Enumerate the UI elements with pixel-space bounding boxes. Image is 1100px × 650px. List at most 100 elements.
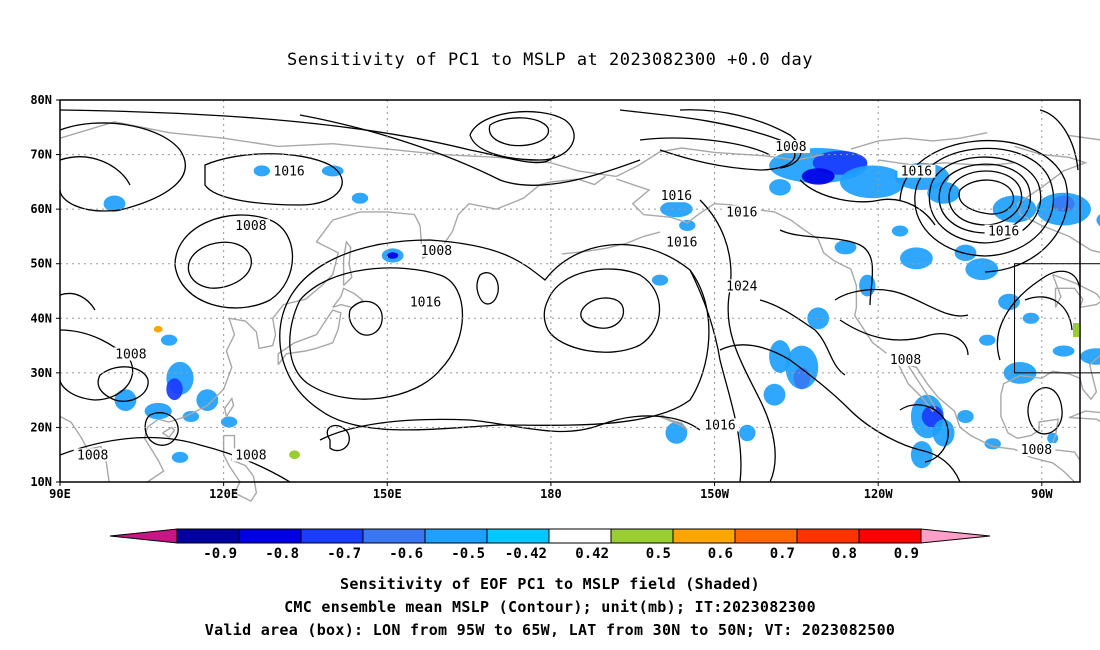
mslp-contour-line [204,153,343,206]
colorbar-swatch [176,528,240,544]
contour-label: 1008 [890,353,921,368]
mslp-contour-line [59,329,134,401]
sensitivity-patch [1022,312,1040,324]
lat-tick-label: 30N [30,366,52,380]
contour-label: 1008 [235,448,266,463]
colorbar-label: -0.5 [451,546,485,562]
mslp-contour-line [928,156,1042,244]
plot-frame [59,99,1081,483]
contour-label-bg [897,164,936,178]
sensitivity-patch [769,340,791,373]
mslp-contour-line [59,109,556,164]
mslp-contour-line [543,268,661,353]
footer-line-1: Sensitivity of EOF PC1 to MSLP field (Sh… [340,575,760,593]
colorbar-swatch [300,528,364,544]
contour-label-bg [701,418,739,432]
colorbar-label: 0.6 [708,546,733,562]
footer-line-3: Valid area (box): LON from 95W to 65W, L… [204,621,896,639]
lon-tick-label: 120W [864,487,894,501]
colorbar-label: 0.8 [832,546,857,562]
colorbar: -0.9 -0.8 -0.7 -0.6 -0.5 -0.42 0.42 0.5 0.6 0.7 0.… [109,528,991,562]
contour-label: 1016 [666,236,697,251]
contour-label: 1008 [1021,443,1052,458]
footer-line-2: CMC ensemble mean MSLP (Contour); unit(m… [284,598,816,616]
colorbar-low-end [109,528,178,544]
colorbar-label: 0.42 [575,546,609,562]
colorbar-label: 0.9 [894,546,919,562]
contour-label: 1008 [775,140,806,155]
contour-label: 1016 [661,189,692,204]
colorbar-swatch [796,528,860,544]
mslp-contour-line [899,404,949,463]
coastline-segment [1068,410,1100,422]
sensitivity-patch [954,244,977,261]
coastline-segment [616,178,1075,483]
sensitivity-patch [965,258,999,281]
sensitivity-patch [351,192,369,204]
sensitivity-patch [1073,323,1079,337]
valid-area-rect [1014,263,1100,374]
sensitivity-shading [103,148,1100,469]
colorbar-swatch [362,528,426,544]
colorbar-swatch [424,528,488,544]
mslp-contour-line [59,156,131,186]
mslp-contour-line [174,214,293,309]
contour-label-bg [722,279,761,293]
sensitivity-patch [651,274,669,286]
contour-label: 1016 [988,225,1019,240]
coastline-segment [1000,145,1100,401]
mslp-contour-line [799,179,936,226]
colorbar-label: -0.42 [505,546,547,562]
contour-label-bg [984,224,1023,238]
colorbar-swatch [548,528,612,544]
lat-tick-label: 60N [30,202,52,216]
colorbar-label: -0.6 [389,546,423,562]
colorbar-swatch [672,528,736,544]
lat-tick-label: 80N [30,93,52,107]
sensitivity-patch [660,200,693,218]
contour-label-bg [771,140,810,154]
colorbar-label: -0.9 [203,546,237,562]
contour-label: 1008 [77,448,108,463]
mslp-contour-line [948,170,1023,226]
mslp-contour-line [719,344,961,483]
mslp-contour-line [1039,109,1079,171]
sensitivity-patch [387,252,399,259]
sensitivity-patch [739,424,756,442]
mslp-contour-line [326,424,350,452]
sensitivity-patch [171,451,189,463]
sensitivity-patch [153,325,163,333]
mslp-contour-line [59,436,291,483]
sensitivity-patch [769,179,791,196]
coastline-segment [561,231,661,255]
mslp-contour-line [914,147,1055,257]
sensitivity-patch [834,240,857,255]
sensitivity-patch [144,402,172,420]
lat-tick-label: 20N [30,420,52,434]
contour-label: 1024 [726,279,757,294]
lon-tick-label: 90W [1031,487,1053,501]
mslp-contour-line [1027,387,1063,435]
mslp-contour-line [319,415,701,441]
mslp-contour-line [619,109,796,171]
lon-tick-label: 150E [373,487,402,501]
sensitivity-patch [253,165,270,177]
grid-lines [60,100,1080,482]
contour-label: 1008 [421,244,452,259]
mslp-contour-line [996,270,1081,361]
mslp-contour-line [580,297,625,329]
contour-label: 1016 [410,296,441,311]
contour-label-bg [417,243,456,257]
mslp-contour-line [299,114,641,186]
mslp-contour-line [279,239,710,431]
lat-tick-label: 50N [30,257,52,271]
mslp-contour-line [348,300,383,336]
sensitivity-patch [932,419,955,447]
lon-tick-label: 150W [700,487,730,501]
colorbar-label: 0.5 [646,546,671,562]
map-title: Sensitivity of PC1 to MSLP at 2023082300… [286,50,813,70]
mslp-contour-line [679,109,802,169]
contour-label: 1016 [901,165,932,180]
